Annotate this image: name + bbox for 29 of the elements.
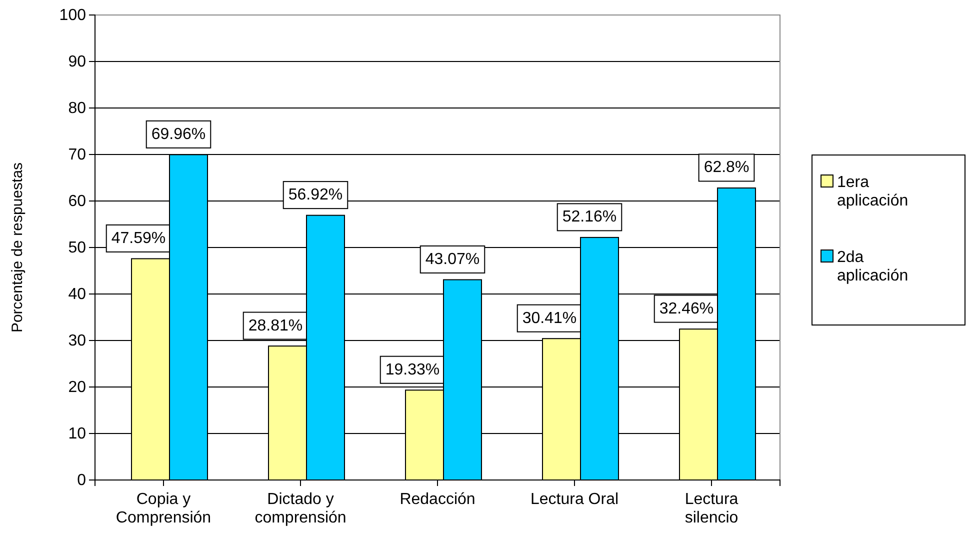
y-tick-label: 0 — [77, 472, 86, 490]
x-tick-label: Redacción — [400, 491, 476, 508]
data-label: 69.96% — [151, 126, 206, 143]
y-tick-label: 90 — [68, 54, 86, 71]
y-tick-label: 40 — [68, 286, 86, 304]
y-tick-label: 70 — [68, 146, 86, 164]
y-tick-label: 80 — [68, 100, 86, 118]
y-axis-title: Porcentaje de respuestas — [9, 162, 26, 333]
data-label: 19.33% — [385, 361, 440, 378]
legend-label: 1era aplicación — [837, 174, 908, 210]
y-tick-label: 100 — [59, 7, 86, 24]
y-tick-label: 50 — [68, 240, 86, 257]
y-tick-label: 30 — [68, 332, 86, 350]
x-tick-label: Lectura Oral — [530, 491, 619, 508]
data-label: 52.16% — [562, 208, 617, 226]
y-tick-label: 10 — [68, 426, 86, 443]
data-label: 62.8% — [704, 159, 750, 176]
data-label: 47.59% — [111, 230, 166, 247]
x-tick-label: Lectura silencio — [684, 491, 738, 526]
y-tick-label: 20 — [68, 379, 86, 396]
data-label: 56.92% — [288, 186, 343, 204]
x-tick-label: Copia y Comprensión — [116, 491, 212, 526]
data-label: 32.46% — [659, 300, 714, 318]
data-label: 28.81% — [248, 317, 303, 334]
y-tick-label: 60 — [68, 193, 86, 210]
x-tick-label: Dictado y comprensión — [254, 491, 346, 526]
data-label: 43.07% — [425, 250, 480, 268]
data-label: 30.41% — [522, 310, 577, 327]
legend-label: 2da aplicación — [837, 249, 908, 284]
